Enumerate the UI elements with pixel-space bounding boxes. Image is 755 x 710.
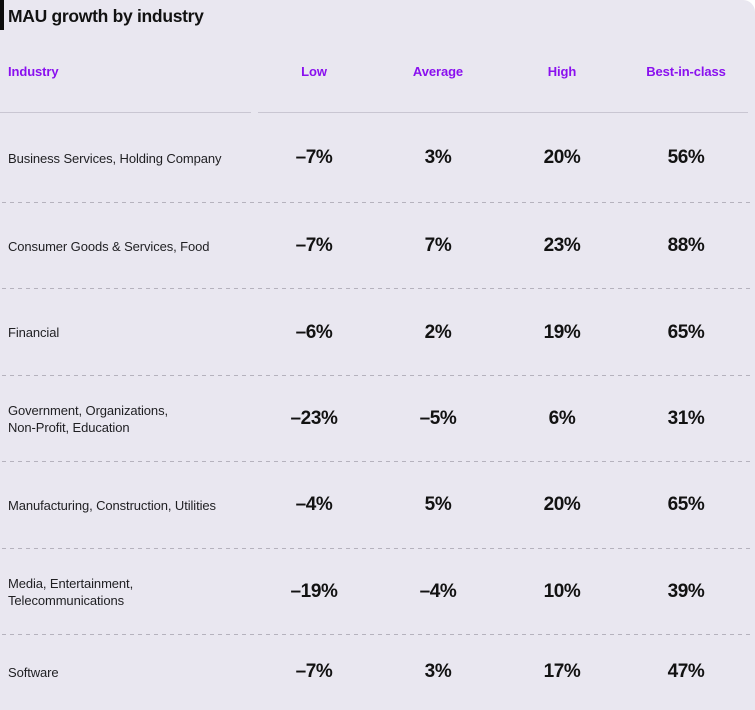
industry-cell: Consumer Goods & Services, Food <box>8 238 210 254</box>
best-in-class-value-cell: 39% <box>667 580 705 602</box>
best-in-class-value-cell: 31% <box>667 407 705 429</box>
table-body: Business Services, Holding Company –7% 3… <box>0 113 755 710</box>
column-header-industry: Industry <box>8 63 59 79</box>
table-row: Media, Entertainment, Telecommunications… <box>0 549 755 636</box>
best-in-class-value-cell: 88% <box>667 235 705 257</box>
best-in-class-value-cell: 56% <box>667 147 705 168</box>
window-edge-artifact <box>0 0 4 30</box>
low-value-cell: –7% <box>295 147 333 168</box>
average-value-cell: 3% <box>424 147 452 168</box>
average-value-cell: –4% <box>419 580 457 602</box>
average-value-cell: 3% <box>424 661 452 683</box>
industry-cell: Software <box>8 664 59 680</box>
best-in-class-value-cell: 47% <box>667 661 705 683</box>
table-row: Software –7% 3% 17% 47% <box>0 635 755 710</box>
header-divider-right <box>258 112 748 113</box>
table-row: Financial –6% 2% 19% 65% <box>0 289 755 377</box>
low-value-cell: –4% <box>295 494 333 516</box>
table-header-row: Industry Low Average High Best-in-class <box>0 30 755 112</box>
high-value-cell: 19% <box>543 321 581 343</box>
average-value-cell: 7% <box>424 235 452 257</box>
low-value-cell: –7% <box>295 661 333 683</box>
column-header-high: High <box>547 63 577 79</box>
industry-cell: Business Services, Holding Company <box>8 150 222 166</box>
high-value-cell: 17% <box>543 661 581 683</box>
high-value-cell: 10% <box>543 580 581 602</box>
industry-cell: Manufacturing, Construction, Utilities <box>8 497 216 513</box>
high-value-cell: 20% <box>543 147 581 168</box>
table-row: Business Services, Holding Company –7% 3… <box>0 113 755 203</box>
industry-cell: Financial <box>8 325 60 341</box>
page-title: MAU growth by industry <box>8 6 204 26</box>
best-in-class-value-cell: 65% <box>667 321 705 343</box>
industry-cell: Media, Entertainment, Telecommunications <box>8 575 134 608</box>
table-row: Government, Organizations, Non-Profit, E… <box>0 376 755 463</box>
industry-cell: Government, Organizations, Non-Profit, E… <box>8 402 168 435</box>
high-value-cell: 6% <box>548 407 576 429</box>
low-value-cell: –6% <box>295 321 333 343</box>
low-value-cell: –23% <box>290 407 338 429</box>
table-row: Consumer Goods & Services, Food –7% 7% 2… <box>0 203 755 290</box>
average-value-cell: 5% <box>424 494 452 516</box>
average-value-cell: –5% <box>419 407 457 429</box>
low-value-cell: –7% <box>295 235 333 257</box>
best-in-class-value-cell: 65% <box>667 494 705 516</box>
header-divider-left <box>0 112 251 113</box>
high-value-cell: 20% <box>543 494 581 516</box>
table-row: Manufacturing, Construction, Utilities –… <box>0 462 755 549</box>
column-header-best-in-class: Best-in-class <box>646 63 726 79</box>
high-value-cell: 23% <box>543 235 581 257</box>
column-header-average: Average <box>412 63 464 79</box>
average-value-cell: 2% <box>424 321 452 343</box>
low-value-cell: –19% <box>290 580 338 602</box>
column-header-low: Low <box>301 63 327 79</box>
